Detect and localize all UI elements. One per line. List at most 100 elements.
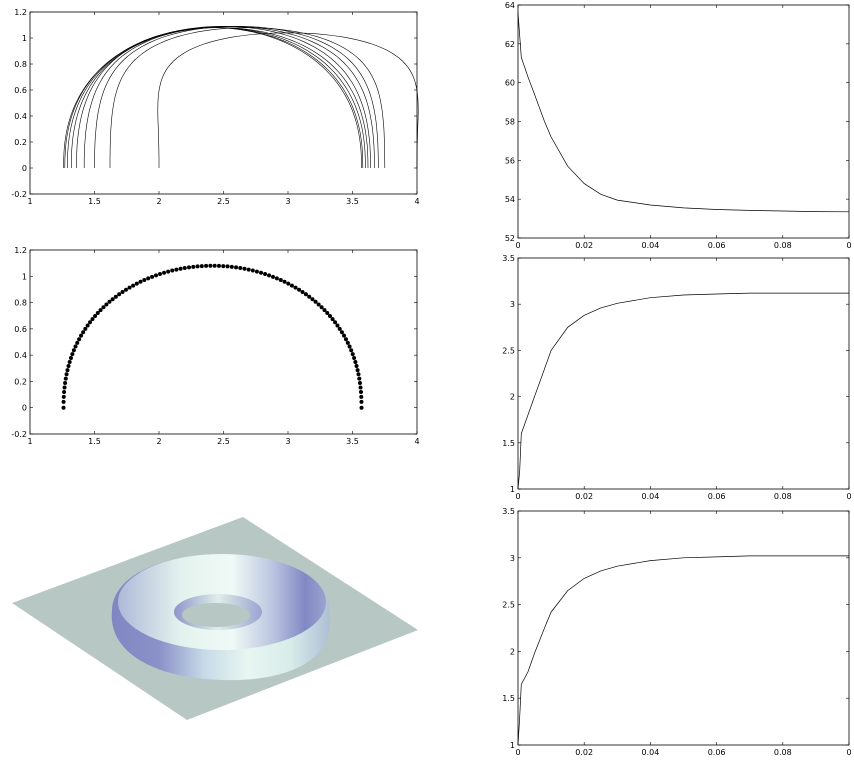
profile-point <box>254 269 259 274</box>
profile-point <box>166 269 171 274</box>
rise2-xtick-label: 0.08 <box>774 748 792 757</box>
profile-point <box>162 270 167 275</box>
curves-xtick-label: 1 <box>27 197 32 206</box>
profile-point <box>342 333 347 338</box>
curves-frame <box>29 11 418 195</box>
curves-xtick-label: 2.5 <box>217 197 230 206</box>
energy-xtick-label: 0.04 <box>641 241 659 250</box>
profile-point <box>83 326 88 331</box>
profile-curve <box>63 27 362 169</box>
rise1-ytick-label: 1 <box>510 485 515 494</box>
curves-xtick-label: 3 <box>285 197 290 206</box>
energy-frame <box>517 4 850 239</box>
profile-point <box>337 326 342 331</box>
rise2-ytick-label: 1.5 <box>502 694 515 703</box>
rise2-frame <box>517 510 850 746</box>
profile-point <box>191 264 196 269</box>
rise2-xtick-label: 0.06 <box>708 748 726 757</box>
rise1-ytick-label: 2 <box>510 393 515 402</box>
dots-ytick-label: 0.6 <box>14 325 27 334</box>
profile-point <box>124 287 129 292</box>
profile-point <box>187 265 192 270</box>
rise2-ytick-label: 2.5 <box>502 601 515 610</box>
profile-point <box>282 279 287 284</box>
curves-ytick-label: 1 <box>22 34 27 43</box>
profile-point <box>62 390 67 395</box>
profile-point <box>358 385 363 390</box>
torus-hole <box>182 603 250 627</box>
profile-point <box>77 337 82 342</box>
rise1-xtick-label: 0.02 <box>575 492 593 501</box>
quantity-rise-1-svg: 0 0.02 0.04 0.06 0.08 011.522.533.5 <box>502 254 851 501</box>
profile-point <box>347 344 352 349</box>
profile-point <box>62 385 67 390</box>
rise1-frame <box>517 257 850 490</box>
profile-point <box>246 267 251 272</box>
energy-xtick-label: 0 <box>515 241 520 250</box>
profile-point <box>64 372 69 377</box>
dots-frame <box>29 249 418 435</box>
profile-point <box>134 281 139 286</box>
profile-point <box>216 263 221 268</box>
profile-point <box>104 302 109 307</box>
profile-point <box>250 268 255 273</box>
rise2-series-line <box>517 555 849 746</box>
rise2-ytick-label: 2 <box>510 647 515 656</box>
profile-point <box>271 274 276 279</box>
profile-point <box>195 264 200 269</box>
rise1-ytick-label: 3 <box>510 300 515 309</box>
rise2-xtick-label: 0 <box>846 748 851 757</box>
rise2-xtick-label: 0.02 <box>575 748 593 757</box>
profile-point <box>359 399 364 404</box>
curves-xtick-label: 2 <box>156 197 161 206</box>
dots-ytick-label: 0.2 <box>14 377 27 386</box>
profile-point <box>359 394 364 399</box>
profile-point <box>127 285 132 290</box>
profile-point <box>70 352 75 357</box>
profile-point <box>120 289 125 294</box>
profile-point <box>339 330 344 335</box>
quantity-rise-1-chart: 0 0.02 0.04 0.06 0.08 0 1 1.5 2 2.5 3 3.5 <box>485 253 854 508</box>
surface-render <box>0 500 430 740</box>
profile-point <box>61 399 66 404</box>
profile-curves-svg: 1 1.5 2 2.5 3 3.5 4 -0.2 0 0.2 0.4 0.6 0.8 1 1.2 <box>11 8 419 206</box>
rise1-xtick-label: 0.06 <box>708 492 726 501</box>
profile-point <box>274 276 279 281</box>
profile-point <box>75 340 80 345</box>
curves-ytick-label: 0.2 <box>14 138 27 147</box>
profile-point <box>225 264 230 269</box>
profile-point <box>297 287 302 292</box>
energy-decay-chart: 0 0.02 0.04 0.06 0.08 0 52 54 56 58 60 62 64 <box>485 0 854 255</box>
rise2-ytick-label: 3 <box>510 554 515 563</box>
curves-ytick-label: -0.2 <box>11 190 27 199</box>
rise1-ytick-label: 3.5 <box>502 254 515 263</box>
profile-point <box>73 344 78 349</box>
energy-series-line <box>517 12 850 213</box>
dots-ytick-label: 1 <box>22 272 27 281</box>
final-profile-chart: 1 1.5 2 2.5 3 3.5 4 -0.2 0 0.2 0.4 0.6 0.8 1 1.2 <box>0 240 430 455</box>
profile-point <box>307 294 312 299</box>
profile-point <box>95 311 100 316</box>
rise2-xtick-label: 0.04 <box>641 748 659 757</box>
profile-point <box>359 405 364 410</box>
profile-point <box>234 265 239 270</box>
quantity-rise-2-chart: 0 0.02 0.04 0.06 0.08 0 1 1.5 2 2.5 3 3.5 <box>485 507 854 765</box>
profile-point <box>101 305 106 310</box>
profile-point <box>278 278 283 283</box>
profile-point <box>154 273 159 278</box>
rise1-ytick-label: 1.5 <box>502 439 515 448</box>
profile-point <box>319 305 324 310</box>
profile-point <box>303 292 308 297</box>
profile-point <box>146 276 151 281</box>
profile-point <box>208 263 213 268</box>
profile-point <box>61 405 66 410</box>
profile-point <box>333 320 338 325</box>
profile-point <box>263 271 268 276</box>
profile-curve <box>67 27 366 169</box>
profile-point <box>221 264 226 269</box>
energy-xtick-label: 0.08 <box>774 241 792 250</box>
profile-point <box>90 317 95 322</box>
curves-ytick-label: 1.2 <box>14 8 27 17</box>
curves-xtick-label: 3.5 <box>346 197 359 206</box>
